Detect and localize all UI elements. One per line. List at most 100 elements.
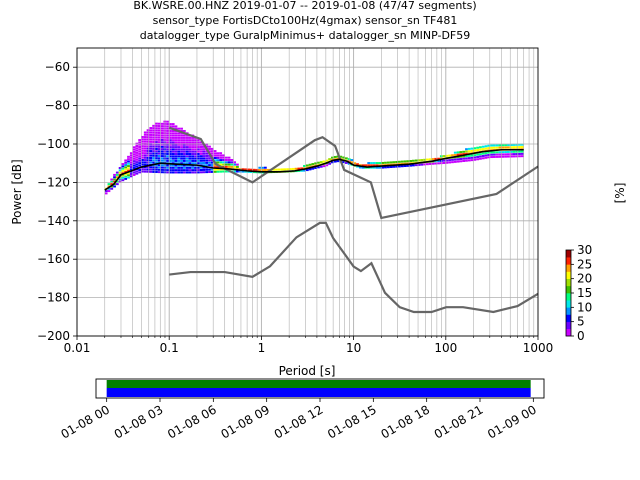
density-cell xyxy=(208,154,211,157)
density-cell xyxy=(180,132,183,135)
density-cell xyxy=(127,158,130,161)
density-cell xyxy=(182,146,186,149)
density-cell xyxy=(132,162,136,165)
colorbar-segment xyxy=(566,295,571,298)
density-cell xyxy=(146,133,150,136)
density-cell xyxy=(194,148,197,151)
density-cell xyxy=(308,168,312,171)
density-cell xyxy=(152,127,156,130)
density-cell xyxy=(157,136,161,139)
density-cell xyxy=(118,167,122,169)
density-cell xyxy=(280,168,284,171)
colorbar-segment xyxy=(566,282,571,285)
density-cell xyxy=(236,163,239,166)
density-cell xyxy=(152,152,156,155)
density-cell xyxy=(118,171,122,174)
density-cell xyxy=(314,166,318,169)
density-cell xyxy=(171,159,175,162)
density-cell xyxy=(520,143,524,146)
density-cell xyxy=(129,154,133,157)
density-cell xyxy=(160,166,164,169)
density-cell xyxy=(473,149,477,152)
colorbar-segment xyxy=(566,287,571,289)
density-cell xyxy=(479,155,482,158)
density-cell xyxy=(400,160,404,163)
density-cell xyxy=(143,136,147,139)
density-cell xyxy=(188,169,192,172)
density-cell xyxy=(467,157,471,160)
density-cell xyxy=(141,138,144,141)
density-cell xyxy=(129,152,133,155)
density-cell xyxy=(202,155,206,158)
density-cell xyxy=(459,155,463,158)
density-cell xyxy=(322,160,326,163)
density-cell xyxy=(141,154,144,157)
density-cell xyxy=(241,170,245,173)
density-cell xyxy=(146,154,150,157)
density-cell xyxy=(199,148,203,151)
density-cell xyxy=(322,165,326,168)
density-cell xyxy=(196,169,200,172)
timeline-bar-data xyxy=(106,388,531,397)
density-cell xyxy=(143,133,147,136)
colorbar-segment xyxy=(566,317,571,320)
density-cell xyxy=(353,162,357,165)
density-cell xyxy=(462,150,466,153)
density-cell xyxy=(177,162,181,165)
density-cell xyxy=(180,155,183,158)
density-cell xyxy=(182,171,186,174)
density-cell xyxy=(177,155,181,158)
density-cell xyxy=(146,159,150,162)
density-cell xyxy=(141,163,144,166)
density-cell xyxy=(191,159,195,162)
density-cell xyxy=(492,155,496,158)
colorbar-segment xyxy=(566,304,571,307)
density-cell xyxy=(135,161,139,164)
density-cell xyxy=(210,150,214,153)
density-cell xyxy=(208,171,211,174)
density-cell xyxy=(152,131,156,134)
density-cell xyxy=(219,168,223,171)
density-cell xyxy=(166,120,169,123)
colorbar-tick-label: 10 xyxy=(577,300,592,314)
density-cell xyxy=(233,170,237,173)
density-cell xyxy=(191,155,195,158)
density-cell xyxy=(146,149,150,152)
density-cell xyxy=(155,168,158,171)
density-cell xyxy=(208,159,211,162)
density-cell xyxy=(501,144,505,147)
density-cell xyxy=(143,140,147,143)
density-cell xyxy=(370,162,373,165)
density-cell xyxy=(155,145,158,148)
density-cell xyxy=(166,159,169,162)
density-cell xyxy=(157,171,161,174)
density-cell xyxy=(174,127,178,130)
colorbar-segment xyxy=(566,291,571,294)
density-cell xyxy=(180,164,183,167)
density-cell xyxy=(456,158,460,161)
density-cell xyxy=(230,163,234,166)
density-cell xyxy=(481,154,485,157)
density-cell xyxy=(182,139,186,142)
density-cell xyxy=(272,168,276,171)
y-tick-label: −180 xyxy=(37,291,70,305)
density-cell xyxy=(188,171,192,174)
density-cell xyxy=(188,139,192,142)
density-cell xyxy=(171,141,175,144)
density-cell xyxy=(174,159,178,162)
density-cell xyxy=(386,161,390,164)
timeline-tick-label: 01-08 15 xyxy=(325,402,379,441)
density-cell xyxy=(124,161,128,164)
density-cell xyxy=(411,164,415,167)
density-cell xyxy=(202,150,206,153)
density-cell xyxy=(129,175,133,178)
density-cell xyxy=(141,156,144,159)
density-cell xyxy=(501,153,505,156)
density-cell xyxy=(473,156,477,159)
density-cell xyxy=(431,162,435,165)
density-cell xyxy=(506,155,510,158)
density-cell xyxy=(157,164,161,167)
density-cell xyxy=(333,155,337,158)
timeline-tick-label: 01-08 21 xyxy=(432,402,486,441)
